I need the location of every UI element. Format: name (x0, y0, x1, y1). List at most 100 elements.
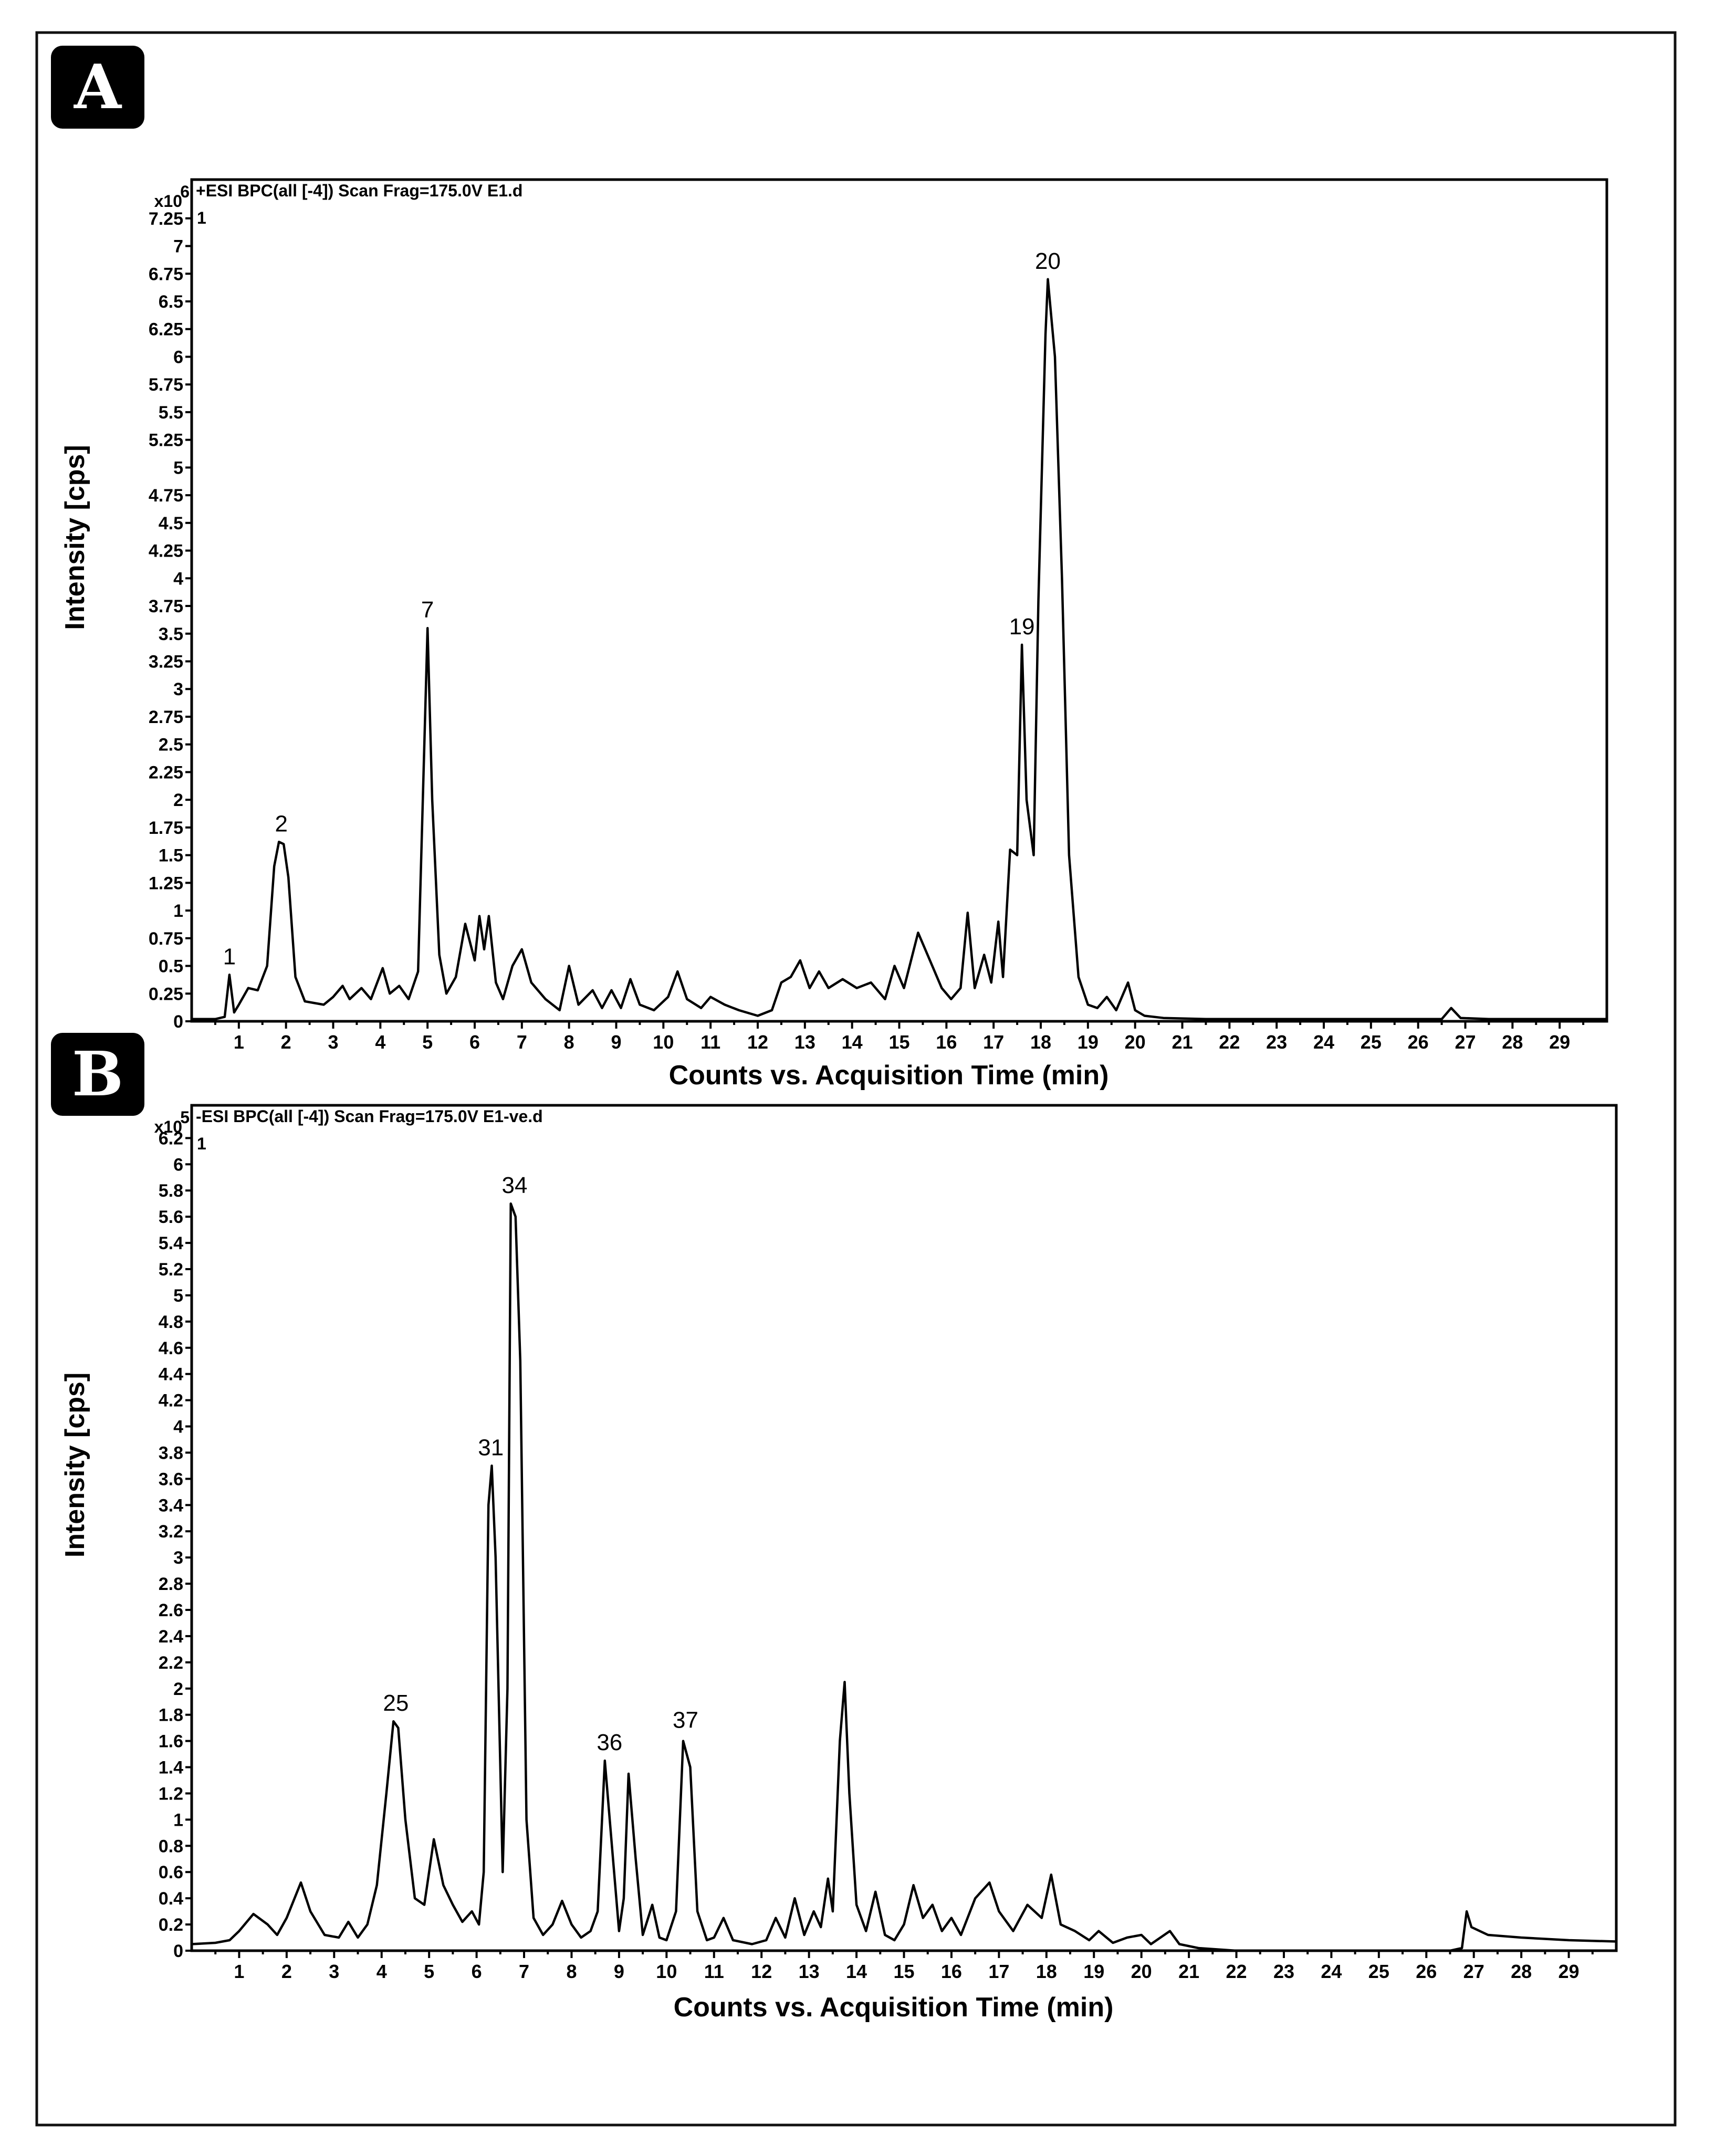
y-tick-label: 5 (173, 1286, 183, 1306)
y-tick-label: 5.2 (159, 1260, 183, 1280)
peak-label: 19 (1009, 614, 1035, 640)
x-tick-label: 3 (328, 1031, 338, 1053)
x-tick-label: 7 (519, 1961, 529, 1982)
figure-frame (35, 31, 1677, 2127)
y-tick-label: 0.25 (149, 984, 183, 1004)
y-tick-label: 1.5 (159, 846, 183, 866)
peak-label: 1 (223, 944, 236, 969)
x-tick-label: 18 (1030, 1031, 1051, 1053)
y-tick-label: 4 (173, 569, 183, 589)
x-tick-label: 1 (234, 1031, 244, 1053)
y-tick-label: 0.5 (159, 957, 183, 977)
y-axis-title: Intensity [cps] (60, 445, 90, 630)
y-tick-label: 1.2 (159, 1784, 183, 1804)
x-tick-label: 21 (1178, 1961, 1199, 1982)
x-tick-label: 21 (1172, 1031, 1193, 1053)
y-tick-label: 5.25 (149, 431, 183, 451)
x-tick-label: 13 (799, 1961, 820, 1982)
x-tick-label: 10 (653, 1031, 674, 1053)
x-tick-label: 17 (983, 1031, 1004, 1053)
y-tick-label: 6.75 (149, 264, 183, 284)
y-tick-label: 4.75 (149, 486, 183, 506)
x-tick-label: 23 (1266, 1031, 1287, 1053)
chromatogram-trace (191, 1202, 1617, 1952)
x-tick-label: 25 (1368, 1961, 1389, 1982)
x-tick-label: 28 (1502, 1031, 1523, 1053)
y-tick-label: 4.6 (159, 1338, 183, 1358)
x-tick-label: 28 (1511, 1961, 1532, 1982)
x-tick-label: 8 (566, 1961, 577, 1982)
x-tick-label: 29 (1559, 1961, 1580, 1982)
panel-letter: A (74, 51, 122, 123)
x-tick-label: 12 (747, 1031, 768, 1053)
y-tick-label: 5.5 (159, 403, 183, 423)
y-tick-label: 2.2 (159, 1653, 183, 1673)
panel-badge (51, 46, 144, 129)
y-tick-label: 4.4 (159, 1365, 183, 1385)
y-tick-label: 1.8 (159, 1705, 183, 1725)
x-tick-label: 14 (846, 1961, 867, 1982)
y-multiplier-exponent: 5 (180, 1108, 190, 1127)
peak-label: 36 (597, 1730, 622, 1755)
x-tick-label: 9 (611, 1031, 621, 1053)
x-tick-label: 19 (1083, 1961, 1104, 1982)
y-axis-title: Intensity [cps] (60, 1373, 90, 1558)
y-tick-label: 1.4 (159, 1758, 183, 1778)
x-tick-label: 1 (234, 1961, 244, 1982)
x-tick-label: 11 (704, 1961, 724, 1982)
x-tick-label: 22 (1226, 1961, 1247, 1982)
x-axis-title: Counts vs. Acquisition Time (min) (669, 1060, 1109, 1091)
y-tick-label: 3.8 (159, 1443, 183, 1463)
y-tick-label: 5.8 (159, 1181, 183, 1201)
y-tick-label: 4.5 (159, 514, 183, 533)
x-tick-label: 24 (1313, 1031, 1334, 1053)
peak-label: 7 (421, 597, 434, 623)
x-tick-label: 4 (377, 1961, 387, 1982)
y-tick-label: 2.4 (159, 1627, 183, 1647)
x-tick-label: 6 (469, 1031, 480, 1053)
y-tick-label: 2.6 (159, 1600, 183, 1620)
y-tick-label: 5.6 (159, 1207, 183, 1227)
x-tick-label: 11 (700, 1031, 720, 1053)
y-tick-label: 0 (173, 1941, 183, 1961)
y-tick-label: 2.8 (159, 1574, 183, 1594)
x-tick-label: 7 (517, 1031, 527, 1053)
y-tick-label: 4.2 (159, 1391, 183, 1411)
y-tick-label: 1.6 (159, 1732, 183, 1752)
y-tick-label: 6.5 (159, 292, 183, 312)
x-tick-label: 23 (1273, 1961, 1294, 1982)
y-tick-label: 0.4 (159, 1889, 183, 1909)
y-tick-label: 3 (173, 1548, 183, 1568)
x-tick-label: 5 (424, 1961, 434, 1982)
x-tick-label: 9 (614, 1961, 624, 1982)
y-tick-label: 0.2 (159, 1915, 183, 1935)
y-multiplier: x10 (154, 1117, 182, 1136)
x-tick-label: 16 (936, 1031, 957, 1053)
x-tick-label: 5 (422, 1031, 433, 1053)
panel-badge (51, 1033, 144, 1116)
y-tick-label: 2 (173, 790, 183, 810)
panel-letter: B (72, 1039, 123, 1110)
y-tick-label: 0.8 (159, 1836, 183, 1856)
scan-header: -ESI BPC(all [-4]) Scan Frag=175.0V E1-v… (196, 1107, 543, 1126)
panel-a: A +ESI BPC(all [-4]) Scan Frag=175.0V E1.… (51, 46, 1608, 1091)
y-multiplier-exponent: 6 (180, 182, 190, 201)
panel-b: B -ESI BPC(all [-4]) Scan Frag=175.0V E1-… (51, 1033, 1618, 2023)
x-tick-label: 3 (329, 1961, 339, 1982)
x-tick-label: 20 (1125, 1031, 1146, 1053)
y-tick-label: 2.75 (149, 707, 183, 727)
y-tick-label: 3.5 (159, 624, 183, 644)
peak-label: 2 (275, 811, 287, 836)
y-tick-label: 2 (173, 1679, 183, 1699)
x-tick-label: 19 (1078, 1031, 1099, 1053)
y-tick-label: 6.25 (149, 320, 183, 340)
x-tick-label: 15 (893, 1961, 914, 1982)
scan-header: +ESI BPC(all [-4]) Scan Frag=175.0V E1.d (196, 181, 522, 200)
y-multiplier: x10 (154, 192, 182, 211)
y-tick-label: 2.25 (149, 762, 183, 782)
chromatogram-trace (192, 278, 1607, 1021)
y-tick-label: 1 (173, 1810, 183, 1830)
x-tick-label: 26 (1416, 1961, 1437, 1982)
x-axis-title: Counts vs. Acquisition Time (min) (674, 1992, 1114, 2023)
x-tick-label: 2 (281, 1031, 291, 1053)
